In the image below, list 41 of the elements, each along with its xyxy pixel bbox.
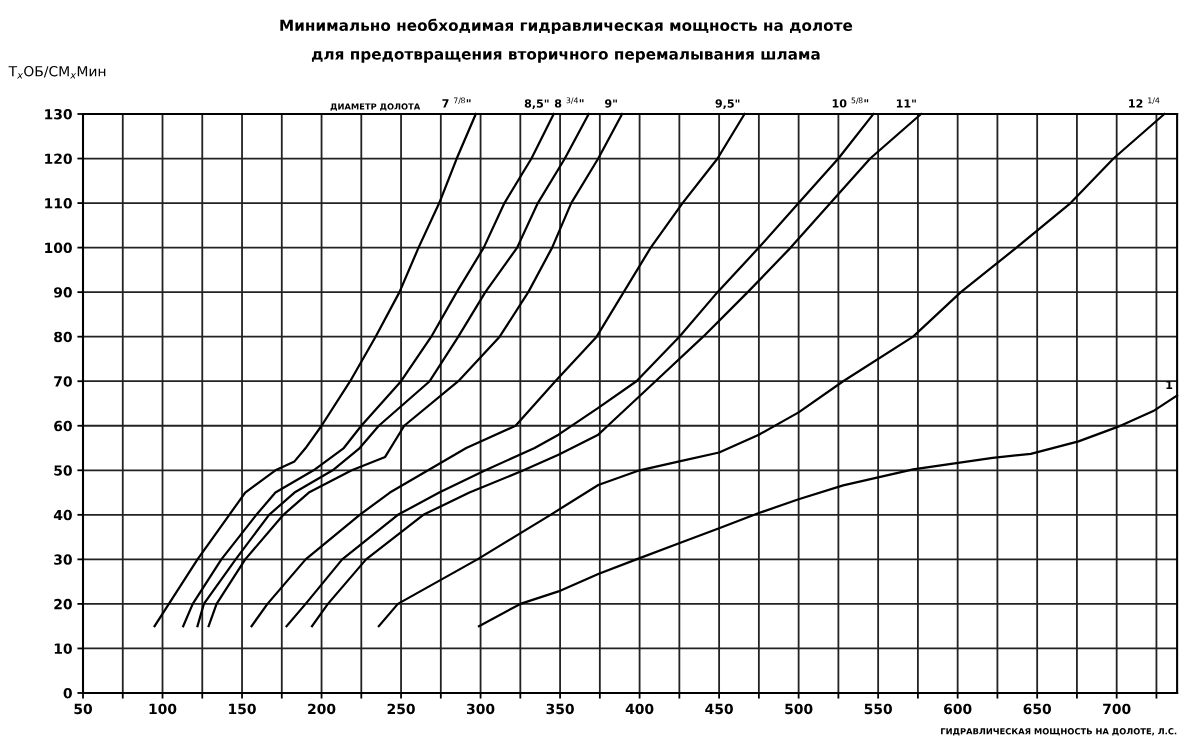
- y-tick-label: 20: [54, 598, 72, 610]
- series-label: 9,5": [715, 99, 740, 110]
- y-tick-label: 130: [45, 108, 72, 120]
- x-tick-label: 450: [705, 703, 733, 715]
- x-tick-label: 150: [229, 703, 256, 715]
- x-tick-label: 350: [546, 703, 574, 715]
- series-label: 11": [896, 99, 916, 108]
- y-tick-label: 90: [53, 287, 72, 298]
- y-tick-label: 0: [63, 687, 72, 699]
- y-tick-label: 80: [54, 331, 72, 343]
- series-label: 12 $^{1/4}$: [1129, 97, 1160, 108]
- series-label: 8 $^{3/4}$": [554, 97, 584, 108]
- x-tick-label: 250: [387, 703, 415, 715]
- series-label: 9": [605, 99, 617, 108]
- y-tick-label: 100: [45, 242, 72, 254]
- x-tick-label: 650: [1023, 703, 1051, 715]
- x-tick-label: 600: [944, 703, 972, 715]
- x-tick-label: 100: [149, 703, 177, 715]
- x-tick-label: 700: [1103, 703, 1131, 715]
- y-tick-label: 70: [54, 376, 72, 387]
- x-tick-label: 200: [308, 703, 336, 715]
- text: ДИАМЕТР ДОЛОТА: [330, 103, 421, 111]
- y-tick-label: 120: [45, 153, 72, 165]
- x-tick-label: 500: [785, 703, 813, 715]
- y-axis-title: T$_{x}$ОБ/СМ$_{x}$Мин: [8, 65, 106, 79]
- x-axis-title: ГИДРАВЛИЧЕСКАЯ МОЩНОСТЬ НА ДОЛОТЕ, Л.С.: [941, 728, 1177, 736]
- series-label: 10 $^{5/8}$": [832, 97, 869, 108]
- x-tick-label: 550: [864, 703, 892, 715]
- y-tick-label: 30: [54, 554, 72, 565]
- y-tick-label: 10: [54, 643, 72, 654]
- x-tick-label: 400: [625, 703, 654, 715]
- x-tick-label: 50: [74, 703, 92, 715]
- y-tick-label: 50: [54, 465, 72, 476]
- series-label: 1: [1166, 380, 1173, 389]
- series-label: 8,5": [524, 99, 549, 110]
- x-tick-label: 300: [467, 703, 495, 715]
- y-tick-label: 40: [53, 509, 72, 521]
- chart-title: Минимально необходимая гидравлическая мощность на долоте для предотвращения вторичного перемалывания шлама: [280, 18, 853, 63]
- y-tick-label: 110: [45, 198, 72, 209]
- y-tick-label: 60: [54, 420, 72, 432]
- series-label: 7 $^{7/8}$": [442, 97, 471, 108]
